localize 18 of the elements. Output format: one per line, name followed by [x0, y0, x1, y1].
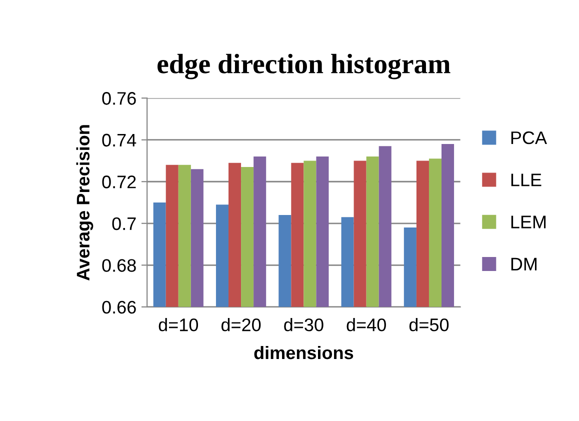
y-tick-label: 0.66	[102, 300, 136, 314]
chart-title: edge direction histogram	[158, 54, 450, 80]
y-tick-label: 0.74	[102, 134, 136, 147]
y-tick-label: 0.76	[102, 92, 136, 105]
x-tick-label: d=40	[346, 318, 386, 332]
legend-label: LEM	[511, 216, 546, 228]
x-tick-label: d=30	[284, 318, 324, 332]
legend-label: DM	[511, 258, 536, 270]
y-tick-label: 0.68	[102, 259, 136, 272]
x-axis-title: dimensions	[254, 346, 354, 360]
x-tick-label: d=20	[221, 318, 261, 332]
x-tick-label: d=50	[409, 318, 449, 332]
y-axis-title: Average Precision	[76, 125, 94, 280]
y-tick-label: 0.7	[112, 217, 136, 230]
legend-label: LLE	[511, 174, 542, 186]
x-tick-label: d=10	[158, 318, 198, 332]
y-tick-label: 0.72	[102, 176, 136, 188]
legend-label: PCA	[511, 131, 547, 144]
